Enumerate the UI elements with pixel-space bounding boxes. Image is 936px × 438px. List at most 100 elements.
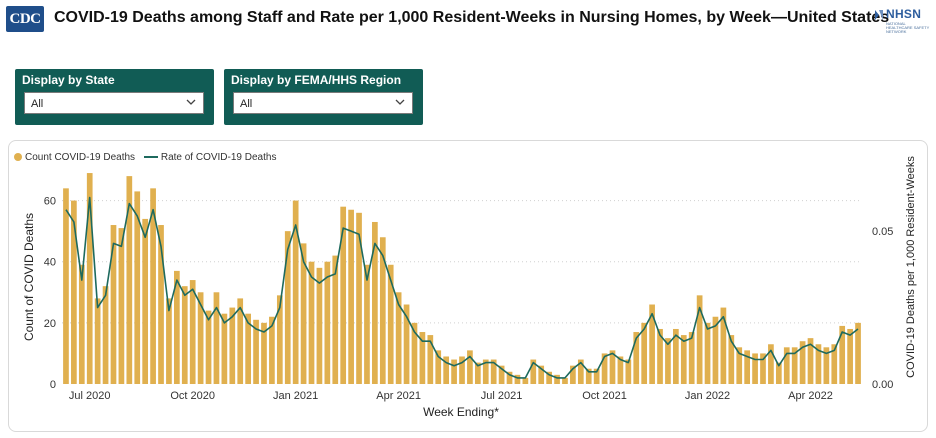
bar[interactable]: [150, 188, 156, 384]
bar[interactable]: [245, 313, 251, 384]
bar[interactable]: [229, 307, 236, 384]
bar[interactable]: [665, 338, 671, 384]
bar[interactable]: [799, 341, 806, 384]
bar[interactable]: [490, 359, 497, 384]
bar[interactable]: [411, 322, 418, 384]
bar[interactable]: [269, 316, 275, 384]
bar[interactable]: [372, 221, 378, 384]
bar[interactable]: [419, 332, 426, 384]
bar[interactable]: [609, 350, 616, 384]
bar[interactable]: [189, 280, 196, 384]
bar[interactable]: [593, 368, 600, 384]
bar[interactable]: [71, 200, 77, 384]
bar[interactable]: [276, 295, 283, 384]
bar[interactable]: [126, 176, 133, 384]
bar[interactable]: [760, 353, 766, 384]
bar[interactable]: [387, 264, 394, 384]
bar[interactable]: [728, 335, 735, 384]
bar[interactable]: [546, 371, 552, 384]
bar[interactable]: [657, 328, 663, 384]
bar[interactable]: [308, 261, 315, 384]
bar[interactable]: [625, 359, 632, 384]
bar[interactable]: [205, 310, 212, 384]
bar[interactable]: [617, 356, 624, 384]
bar[interactable]: [467, 350, 473, 384]
bar[interactable]: [791, 347, 798, 384]
bar[interactable]: [451, 359, 457, 384]
bar[interactable]: [300, 243, 307, 384]
bar[interactable]: [673, 328, 679, 384]
bar[interactable]: [847, 328, 853, 384]
bar[interactable]: [292, 200, 299, 384]
bar[interactable]: [474, 362, 481, 384]
bar[interactable]: [482, 359, 489, 384]
bar[interactable]: [197, 292, 204, 384]
bar[interactable]: [768, 344, 774, 384]
bar[interactable]: [142, 218, 149, 384]
bar[interactable]: [839, 325, 846, 384]
bar[interactable]: [261, 322, 267, 384]
bar[interactable]: [514, 374, 521, 384]
bar[interactable]: [118, 228, 125, 384]
bar[interactable]: [78, 264, 85, 384]
legend-item-count[interactable]: Count COVID-19 Deaths: [14, 152, 135, 163]
bar[interactable]: [253, 319, 259, 384]
bar[interactable]: [720, 307, 727, 384]
bar[interactable]: [395, 292, 402, 384]
bar[interactable]: [427, 335, 434, 384]
bar[interactable]: [340, 206, 347, 384]
bar[interactable]: [102, 286, 109, 384]
bar[interactable]: [775, 362, 782, 384]
bar[interactable]: [562, 377, 568, 384]
bar[interactable]: [744, 350, 750, 384]
bar[interactable]: [585, 368, 592, 384]
rate-line[interactable]: [65, 196, 859, 379]
bar[interactable]: [221, 313, 228, 384]
bar[interactable]: [158, 225, 164, 384]
bar[interactable]: [435, 350, 442, 384]
bar[interactable]: [86, 173, 93, 384]
bar[interactable]: [166, 298, 172, 384]
bar[interactable]: [601, 353, 608, 384]
bar[interactable]: [348, 209, 354, 384]
bar[interactable]: [633, 332, 640, 384]
bar[interactable]: [332, 255, 339, 384]
bar[interactable]: [704, 322, 711, 384]
bar[interactable]: [577, 359, 584, 384]
bar[interactable]: [530, 359, 537, 384]
bar[interactable]: [63, 188, 69, 384]
bar[interactable]: [538, 365, 545, 384]
bar[interactable]: [649, 304, 655, 384]
bar[interactable]: [459, 356, 465, 384]
bar[interactable]: [752, 353, 758, 384]
bar[interactable]: [641, 322, 648, 384]
bar[interactable]: [110, 225, 117, 384]
bar[interactable]: [284, 231, 291, 384]
bar[interactable]: [443, 356, 450, 384]
bar[interactable]: [522, 377, 529, 384]
bar[interactable]: [403, 304, 410, 384]
bar[interactable]: [696, 295, 703, 384]
bar[interactable]: [506, 371, 513, 384]
bar[interactable]: [174, 270, 180, 384]
bar[interactable]: [134, 191, 141, 384]
bar[interactable]: [94, 298, 101, 384]
bar[interactable]: [823, 347, 830, 384]
bar[interactable]: [237, 298, 244, 384]
bar[interactable]: [831, 344, 838, 384]
bar[interactable]: [712, 316, 719, 384]
bar[interactable]: [815, 344, 822, 384]
bar[interactable]: [855, 322, 861, 384]
bar[interactable]: [364, 264, 370, 384]
bar[interactable]: [570, 365, 576, 384]
bar[interactable]: [736, 347, 743, 384]
bar[interactable]: [316, 267, 323, 384]
bar[interactable]: [213, 292, 220, 384]
region-select[interactable]: All: [233, 92, 413, 114]
bar[interactable]: [783, 347, 790, 384]
bar[interactable]: [379, 237, 386, 384]
bar[interactable]: [680, 335, 687, 384]
bar[interactable]: [324, 261, 331, 384]
state-select[interactable]: All: [24, 92, 204, 114]
bar[interactable]: [181, 286, 188, 384]
